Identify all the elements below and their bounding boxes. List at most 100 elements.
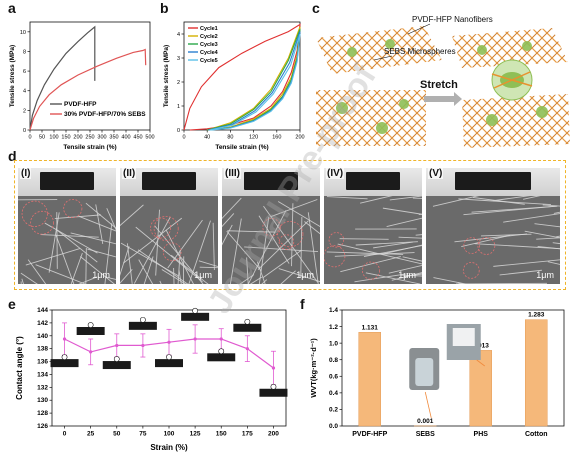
fiber [262, 250, 302, 279]
droplet-inset [128, 321, 157, 330]
fiber [337, 243, 422, 265]
legend-label-3: Cycle4 [200, 50, 219, 56]
fiber [304, 221, 320, 235]
series-line-4 [209, 33, 301, 131]
droplet-icon [87, 322, 94, 328]
fiber [433, 277, 468, 284]
x-tick-label: 80 [227, 135, 233, 141]
y-tick-label: 10 [20, 30, 26, 36]
stretch-label: Stretch [420, 79, 458, 91]
fiber [389, 196, 422, 201]
fiber [182, 256, 185, 284]
fiber [95, 204, 104, 244]
y-tick-label: 4 [177, 32, 180, 38]
fiber [400, 274, 422, 277]
scale-bar-label: 1μm [536, 270, 554, 280]
fiber [278, 268, 320, 283]
fiber [222, 213, 235, 228]
category-label: PHS [474, 431, 489, 438]
fiber [474, 243, 560, 250]
x-tick-label: 200 [295, 135, 304, 141]
fiber [239, 274, 255, 284]
fiber [165, 230, 194, 284]
fiber [480, 233, 532, 237]
droplet-icon [139, 316, 146, 323]
x-axis-label: Tensile strain (%) [215, 144, 268, 151]
fiber [277, 201, 320, 228]
panel-letter-b: b [160, 0, 169, 16]
panel-letter-c: c [312, 0, 320, 16]
scale-bar-label: 1μm [296, 270, 314, 280]
microsphere-outline [362, 261, 381, 280]
microsphere [385, 39, 395, 49]
fiber [365, 272, 421, 284]
fiber [388, 265, 422, 274]
clamp-icon [39, 172, 95, 190]
microsphere-outline [150, 217, 172, 239]
chart-a-tensile: 0 50 100 150 200 250 300 350 400 450 500 0 2 4 6 8 10 Ten… [9, 21, 155, 151]
x-tick-label: 200 [73, 135, 82, 141]
x-tick-label: 50 [113, 431, 121, 438]
fiber [493, 259, 560, 267]
fiber [547, 261, 560, 265]
y-tick-label: 1.0 [329, 340, 338, 347]
label-nanofibers: PVDF-HFP Nanofibers [412, 15, 493, 24]
bar-phs [469, 350, 492, 427]
microsphere [399, 99, 409, 109]
fiber [244, 246, 319, 253]
scale-bar-label: 1μm [398, 270, 416, 280]
fiber [70, 252, 83, 284]
microsphere-outline [278, 234, 295, 250]
fiber [432, 196, 480, 207]
callout-arrow [424, 391, 432, 419]
clamp-icon [345, 172, 401, 190]
panel-letter-d: d [8, 148, 17, 164]
fiber [326, 251, 404, 255]
fiber [391, 272, 422, 281]
chart-f-wvt: 0.0 0.2 0.4 0.6 0.8 1.0 1.2 1.4 WVT(kg·m⁻²·d⁻¹) 1… [309, 307, 565, 438]
x-tick-label: 350 [109, 135, 118, 141]
sem-panel-border [14, 160, 566, 290]
fiber-network [18, 196, 116, 284]
x-tick-label: 150 [61, 135, 70, 141]
fiber [373, 241, 413, 249]
data-point [271, 366, 276, 370]
fiber [246, 257, 249, 284]
fiber [35, 264, 87, 284]
x-axis-label: Strain (%) [150, 443, 188, 452]
x-tick-label: 100 [164, 431, 175, 438]
y-tick-label: 140 [37, 333, 48, 340]
fiber [40, 234, 99, 238]
fiber [25, 248, 80, 266]
fiber [257, 220, 309, 271]
legend-label-1: 30% PVDF-HFP/70% SEBS [64, 111, 146, 118]
bar-cotton [525, 319, 548, 427]
y-tick-label: 2 [177, 80, 180, 86]
x-tick-label: 25 [87, 431, 95, 438]
x-tick-label: 200 [268, 431, 279, 438]
series-line-0 [29, 25, 96, 131]
y-tick-label: 0.0 [329, 423, 338, 430]
legend-label-0: PVDF-HFP [64, 101, 97, 108]
fiber [44, 222, 98, 254]
fiber-mat-top-right [452, 28, 568, 68]
droplet-inset [259, 388, 288, 397]
fiber [454, 233, 528, 243]
microsphere-outline [328, 232, 345, 248]
bar-value-label: 0.913 [473, 342, 490, 349]
droplet-inset [155, 359, 183, 368]
fiber [27, 259, 47, 284]
fiber [280, 270, 296, 284]
fiber [463, 205, 558, 216]
scale-bar-label: 1μm [92, 270, 110, 280]
fiber [56, 212, 58, 269]
legend-label-4: Cycle5 [200, 58, 218, 64]
fiber [402, 256, 422, 262]
plot-frame [341, 309, 565, 427]
microsphere-outline [463, 237, 481, 254]
y-tick-label: 4 [23, 89, 26, 95]
scale-bar-label: 1μm [194, 270, 212, 280]
microsphere [347, 47, 357, 57]
microsphere-outline [477, 237, 496, 255]
fiber [143, 256, 154, 284]
